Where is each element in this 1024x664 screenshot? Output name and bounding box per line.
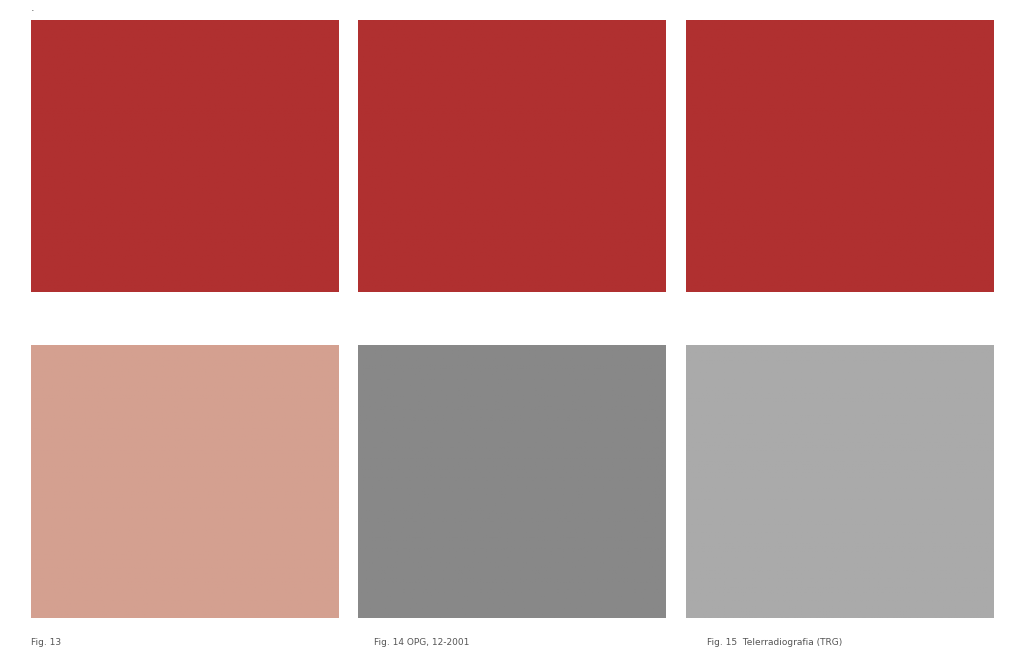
Text: Fig. 15  Telerradiografia (TRG): Fig. 15 Telerradiografia (TRG) (707, 638, 842, 647)
Text: Fig. 14 OPG, 12-2001: Fig. 14 OPG, 12-2001 (374, 638, 469, 647)
Text: Fig. 13: Fig. 13 (31, 638, 60, 647)
Text: .: . (31, 3, 35, 13)
